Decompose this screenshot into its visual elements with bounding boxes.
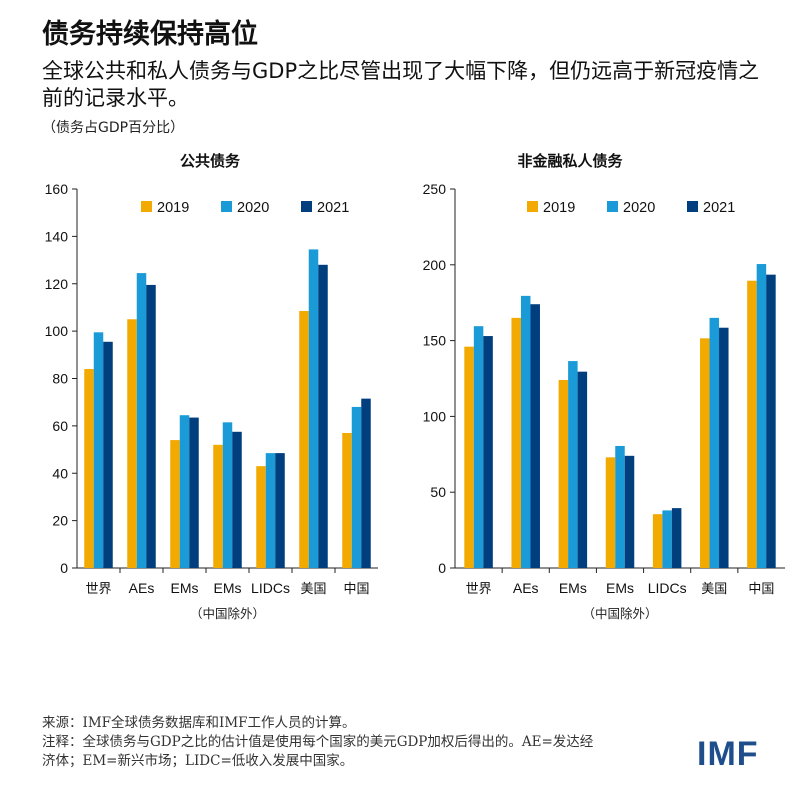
bar-2020 — [662, 510, 672, 568]
bar-2021 — [483, 336, 493, 568]
x-tick-label: EMs — [606, 580, 634, 596]
legend-label-2021: 2021 — [317, 200, 349, 216]
bar-2020 — [308, 249, 319, 568]
x-tick-label: 中国 — [748, 581, 774, 596]
bar-2020 — [473, 326, 484, 568]
bar-2020 — [615, 445, 625, 568]
bar-2019 — [299, 310, 309, 568]
legend-swatch-2021 — [301, 201, 312, 212]
x-sub-note: （中国除外） — [190, 606, 265, 621]
footer-note-line2: 济体；EM=新兴市场；LIDC=低收入发展中国家。 — [42, 753, 354, 769]
legend-swatch-2020 — [221, 201, 232, 212]
bar-2021 — [146, 284, 156, 568]
chart-title-private-debt: 非金融私人债务 — [517, 152, 623, 170]
bar-2019 — [558, 380, 569, 568]
bar-2019 — [464, 346, 474, 568]
bar-2020 — [520, 295, 531, 568]
x-tick-label: AEs — [129, 580, 155, 596]
legend-swatch-2019 — [141, 201, 152, 212]
y-tick-label: 140 — [45, 228, 69, 244]
bar-2019 — [652, 514, 663, 568]
bar-2019 — [256, 466, 266, 568]
legend-label-2021: 2021 — [703, 200, 735, 216]
legend-label-2019: 2019 — [543, 200, 575, 216]
x-tick-label: EMs — [214, 580, 242, 596]
bar-2019 — [747, 280, 757, 568]
bar-2021 — [189, 417, 199, 568]
x-tick-label: 美国 — [701, 581, 727, 596]
unit-note: （债务占GDP百分比） — [42, 120, 185, 136]
legend-label-2020: 2020 — [237, 200, 269, 216]
x-tick-label: EMs — [171, 580, 199, 596]
bar-2021 — [275, 453, 285, 568]
bar-2019 — [213, 444, 223, 568]
bar-2019 — [511, 317, 521, 568]
imf-logo: IMF — [697, 735, 759, 773]
y-tick-label: 20 — [52, 513, 68, 529]
x-sub-note: （中国除外） — [582, 606, 657, 621]
y-tick-label: 250 — [423, 181, 447, 197]
charts-canvas: 0 20 40 60 80 100 120 140 160 世界 AEs EMs EMs LIDCs 美国 中… — [45, 181, 785, 621]
bar-2020 — [179, 415, 190, 568]
page-title: 债务持续保持高位 — [42, 19, 258, 50]
bar-2019 — [605, 457, 616, 568]
bar-2020 — [568, 361, 578, 568]
x-tick-label: LIDCs — [251, 580, 290, 596]
page-subtitle: 全球公共和私人债务与GDP之比尽管出现了大幅下降，但仍远高于新冠疫情之前的记录水… — [42, 59, 760, 110]
x-tick-label: LIDCs — [648, 580, 687, 596]
y-tick-label: 150 — [423, 333, 447, 349]
bar-2019 — [700, 338, 710, 568]
bar-2020 — [93, 332, 104, 568]
x-tick-label: 中国 — [343, 581, 369, 596]
bar-2021 — [318, 264, 328, 568]
chart-title-public-debt: 公共债务 — [179, 152, 240, 170]
bar-2021 — [624, 455, 635, 568]
legend-label-2019: 2019 — [157, 200, 189, 216]
x-tick-label: 美国 — [300, 581, 326, 596]
bar-2021 — [671, 508, 682, 568]
bar-2020 — [222, 422, 233, 568]
legend-swatch-2021 — [687, 201, 698, 212]
y-tick-label: 0 — [438, 560, 446, 576]
bar-2021 — [577, 371, 588, 568]
bar-2020 — [136, 273, 147, 568]
y-tick-label: 100 — [45, 323, 69, 339]
y-tick-label: 0 — [60, 560, 68, 576]
x-tick-label: AEs — [513, 580, 539, 596]
y-tick-label: 40 — [52, 465, 68, 481]
footer-note-line1: 注释：全球债务与GDP之比的估计值是使用每个国家的美元GDP加权后得出的。AE=… — [42, 734, 594, 750]
bar-2019 — [127, 319, 137, 568]
footer-notes: 来源：IMF全球债务数据库和IMF工作人员的计算。 注释：全球债务与GDP之比的… — [42, 714, 702, 771]
bar-2021 — [530, 304, 540, 568]
bar-2020 — [265, 453, 276, 568]
legend-swatch-2019 — [527, 201, 538, 212]
legend-label-2020: 2020 — [623, 200, 655, 216]
bar-2021 — [766, 274, 776, 568]
bar-2021 — [232, 431, 242, 568]
bar-2021 — [719, 327, 729, 568]
y-tick-label: 80 — [52, 371, 68, 387]
y-tick-label: 50 — [430, 484, 446, 500]
bar-2019 — [342, 432, 352, 568]
bar-2021 — [361, 398, 371, 568]
y-tick-label: 160 — [45, 181, 69, 197]
x-tick-label: 世界 — [85, 581, 111, 596]
x-tick-label: EMs — [559, 580, 587, 596]
bar-2021 — [103, 341, 113, 568]
y-tick-label: 100 — [423, 408, 447, 424]
x-tick-label: 世界 — [466, 581, 492, 596]
bar-2019 — [84, 369, 94, 568]
y-tick-label: 60 — [52, 418, 68, 434]
y-tick-label: 200 — [423, 257, 447, 273]
footer-source: 来源：IMF全球债务数据库和IMF工作人员的计算。 — [42, 715, 356, 731]
bar-2019 — [170, 440, 180, 568]
bar-2020 — [756, 264, 767, 568]
y-tick-label: 120 — [45, 276, 69, 292]
bar-2020 — [709, 317, 720, 568]
legend-swatch-2020 — [607, 201, 618, 212]
bar-2020 — [351, 406, 362, 568]
